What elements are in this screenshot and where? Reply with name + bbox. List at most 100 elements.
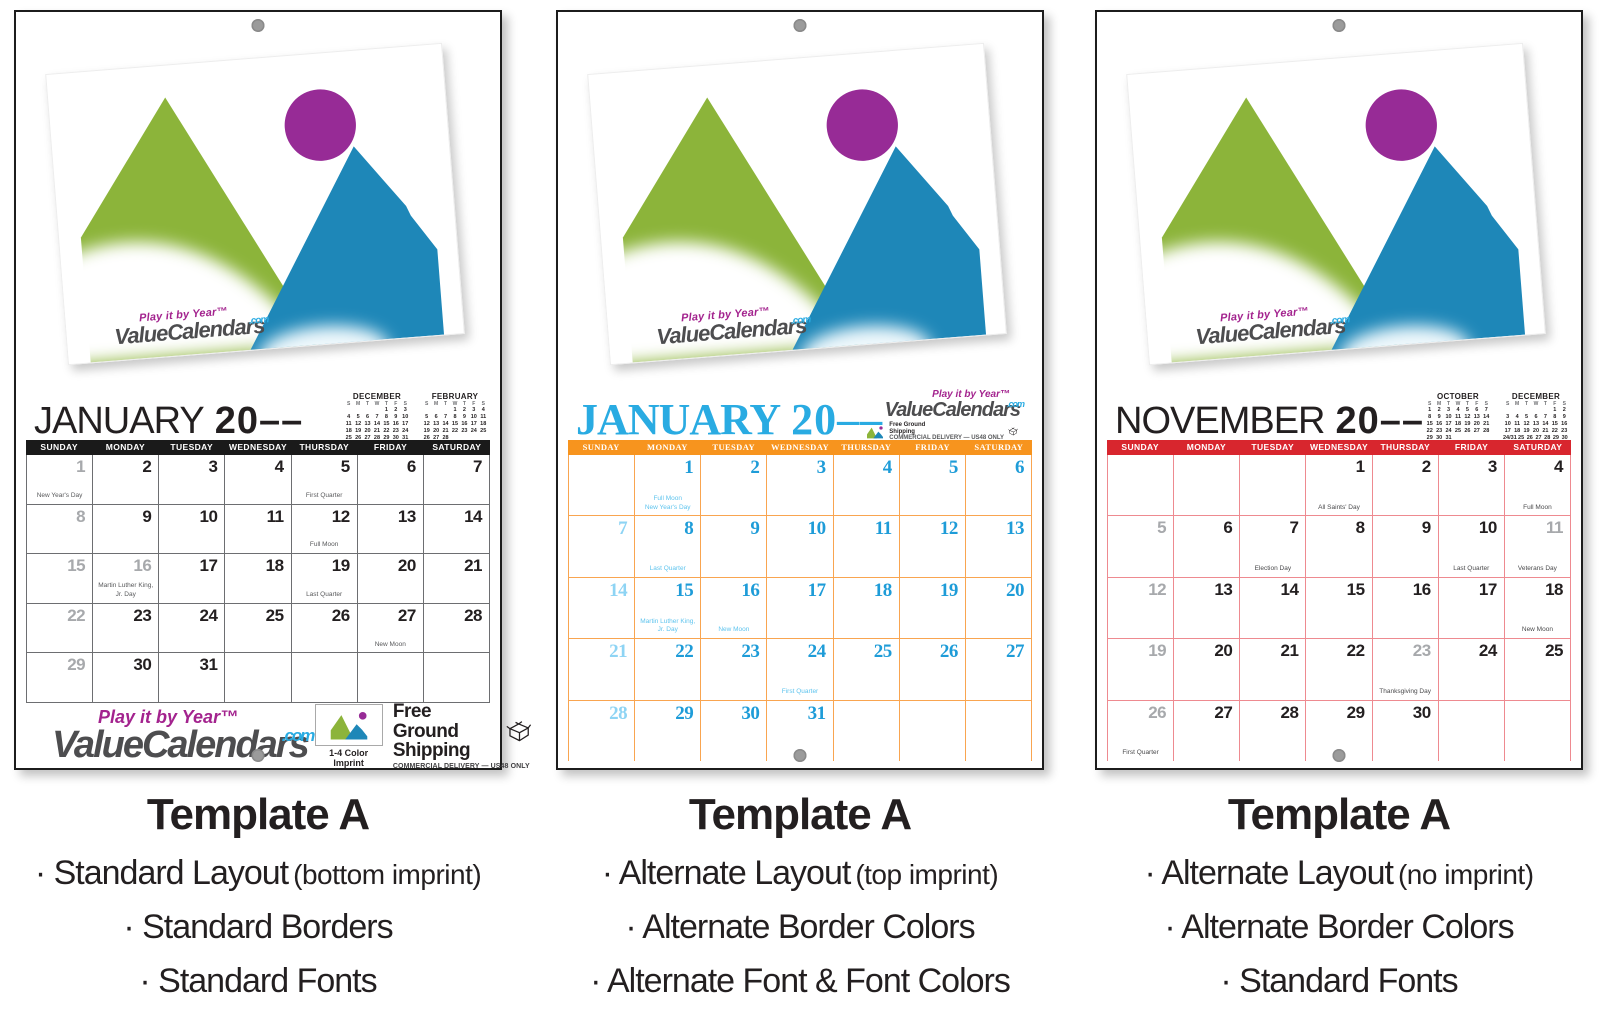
day-number: 9 [750,518,760,540]
mini-day: 18 [1514,427,1521,434]
caption-title: Template A [146,790,370,839]
caption-text: · Standard Layout [34,854,289,892]
mini-day: 26 [423,434,430,441]
day-note: Veterans Day [1507,565,1568,574]
day-number: 17 [1478,579,1497,599]
day-note: First Quarter [294,492,355,501]
mini-day: 6 [434,414,438,421]
mini-day: 26 [1526,434,1533,441]
logo-brand: ValueCalendars.com [865,400,1025,421]
week-row: 21 22 23 24 First Quarter 25 26 27 [569,638,1031,700]
week-row: 5 6 7 Election Day 8 9 10 Last Quarter 11 Veteran… [1108,515,1570,577]
mini-weekday-letter: F [472,401,476,407]
mini-day: 11 [1455,414,1461,421]
day-cell: 17 [158,554,224,603]
day-number: 13 [1214,579,1233,599]
day-cell: 6 [356,455,423,504]
mini-weekday-letter: T [1543,401,1547,407]
day-cell [964,700,1031,762]
mini-weekday-letter: M [356,401,361,407]
mini-day: 10 [1445,414,1452,421]
mini-day: 18 [1454,421,1462,427]
mini-day: 28 [373,434,381,441]
valuecalendars-logo: Play it by Year™ ValueCalendars.com [52,707,315,764]
mini-weekday-letter: W [374,401,380,407]
day-cell: 14 [569,578,634,638]
shipping-note: COMMERCIAL DELIVERY — US48 ONLY [889,435,1004,442]
shipping-line2: Shipping [392,740,471,762]
day-number: 16 [741,579,760,601]
day-cell: 18 [224,554,290,603]
day-cell: 15 [1305,577,1371,639]
mini-day: 28 [1544,434,1551,441]
day-number: 26 [1148,702,1167,722]
mini-day: 7 [1543,414,1547,421]
day-note: New Moon [1507,626,1568,635]
day-note-line: Full Moon [653,494,682,502]
week-row: 15 16 Martin Luther King, Jr. Day 17 18 19 Las… [27,553,489,603]
day-note-line: Last Quarter [1453,565,1490,573]
day-cell: 4 [224,455,290,504]
day-note: First Quarter [769,688,830,697]
color-imprint-box: 1-4 Color Imprint [313,704,383,768]
mini-day: 7 [1484,407,1488,414]
month-title: NOVEMBER 20–– [1115,400,1424,443]
day-note-line: New Year's Day [36,491,83,499]
title-row: JANUARY 20–– DECEMBER S M T W T F S 1 2 3 4 5 6 7 8 9 10 11… [26,388,490,442]
day-number: 9 [1421,518,1431,538]
weekday-label: WEDNESDAY [770,442,830,452]
weekday-label: SUNDAY [582,442,620,452]
day-cell: 12 [898,516,965,577]
weekday-label: FRIDAY [1454,442,1489,452]
day-number: 15 [1346,579,1365,599]
day-cell: 20 [1173,639,1239,700]
mini-month-calendar: DECEMBER S M T W T F S 1 2 3 4 5 6 7 8 9 10 11 12 13 14 15 16 17… [344,392,410,442]
day-number: 24 [199,605,218,625]
shipping-lines: Free Ground Shipping [393,702,499,760]
day-number: 15 [675,579,694,601]
day-note-line: First Quarter [781,687,819,695]
caption-line: · Alternate Layout (no imprint) [1095,853,1583,894]
day-cell: 13 [1173,577,1239,639]
day-cell: 1 Full Moon New Year's Day [634,455,700,516]
caption-text: · Alternate Layout [1144,854,1394,892]
day-cell: 20 [356,554,423,603]
mini-day: 17 [1445,421,1452,427]
day-number: 9 [142,506,152,526]
day-cell: 27 [1173,700,1239,762]
day-cell: 9 [700,516,766,577]
mini-day: 20 [1473,421,1480,427]
mini-shipping-block: Free Ground Shipping COMMERCIAL DELIVERY… [865,422,1018,442]
day-cell: 23 Thanksgiving Day [1371,639,1438,700]
logo-brand: ValueCalendars.com [52,726,315,764]
day-note-line: Full Moon [1523,503,1552,511]
mini-day: 17 [470,421,477,427]
mini-day: 12 [1464,414,1471,421]
day-number: 28 [1280,702,1299,722]
logo-tagline: Play it by Year™ [98,707,239,728]
mini-day: 28 [1483,427,1490,434]
weekday-label: TUESDAY [1251,442,1295,452]
week-row: 7 8 Last Quarter 9 10 11 12 13 [569,515,1031,577]
day-cell: 29 [634,700,700,762]
day-number: 10 [199,506,218,526]
shipping-line2: Shipping [889,428,915,435]
year-text: 20–– [791,395,884,444]
day-number: 27 [1005,641,1025,663]
day-cell: 5 [1108,516,1173,576]
mini-day: 17 [1504,427,1511,434]
day-number: 13 [397,506,416,526]
day-note-line: First Quarter [305,491,343,499]
day-note-line: First Quarter [1122,749,1159,757]
caption-note: (bottom imprint) [293,859,482,890]
day-number: 22 [675,641,694,663]
mini-day: 19 [1523,427,1530,434]
day-number: 6 [406,457,416,476]
day-number: 26 [331,605,350,625]
day-number: 4 [274,457,284,476]
brand-tld: .com [1329,314,1350,328]
day-number: 22 [1346,641,1365,661]
caption-text: · Standard Fonts [1220,961,1458,1000]
